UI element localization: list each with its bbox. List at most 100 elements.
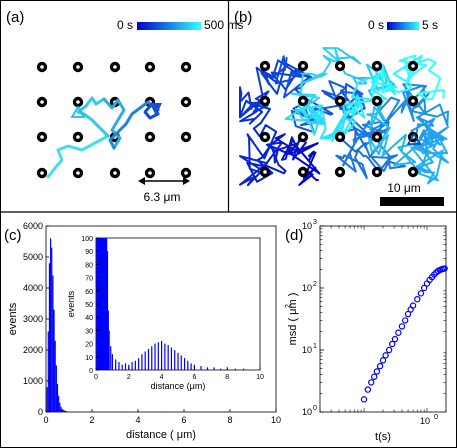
c-inset-bar-30 — [154, 343, 156, 370]
panel-b-trajectory-segment — [398, 54, 445, 101]
d-point-8 — [385, 346, 393, 354]
c-main-ytick-label-5: 5000 — [23, 252, 43, 262]
c-inset-bar-20 — [121, 364, 123, 370]
panel-c: (c) 0 2 4 6 8 100100020003000400050006000dist… — [4, 221, 281, 441]
panel-b-obstacle-dot-0-1 — [297, 60, 309, 72]
c-inset-bar-9 — [103, 238, 105, 370]
d-point-11 — [395, 329, 402, 336]
c-inset-xtick-label-3: 6 — [192, 374, 196, 381]
panel-b-letter: (b) — [234, 9, 252, 26]
c-main-bar-10 — [58, 395, 60, 412]
panel-b-scalebar-rect — [380, 197, 444, 206]
c-inset-xtick-label-2: 4 — [160, 374, 164, 381]
d-point-3 — [371, 373, 378, 380]
c-main-xlabel: distance ( μm) — [126, 429, 196, 441]
c-main-ytick-label-6: 6000 — [23, 221, 43, 231]
c-inset-bar-14 — [107, 310, 109, 370]
c-inset-bar-4 — [99, 238, 101, 370]
panel-a-colorbar-max-label: 500 ms — [204, 18, 243, 32]
c-inset-bar-35 — [170, 347, 173, 370]
panel-b-obstacle-dot-1-2 — [334, 95, 346, 107]
panel-b-scale-label: 10 μm — [387, 181, 421, 195]
panel-a-obstacle-dot-2-3 — [144, 131, 156, 143]
panel-a-obstacle-dot-3-0 — [36, 167, 48, 179]
d-point-16 — [409, 302, 417, 309]
c-inset-ytick-label-1: 10 — [85, 355, 93, 362]
c-main-xtick-label-0: 0 — [43, 415, 48, 425]
d-xlabel: t(s) — [375, 431, 391, 443]
c-inset-bar-41 — [190, 363, 192, 370]
c-inset-ytick-label-2: 20 — [85, 342, 93, 349]
c-main-xtick-label-3: 6 — [181, 415, 186, 425]
c-inset-bar-32 — [161, 340, 163, 370]
c-main-bar-15 — [63, 410, 65, 412]
c-main-xtick-label-5: 10 — [271, 415, 281, 425]
c-inset-xtick-label-4: 8 — [225, 374, 229, 381]
c-inset-bar-21 — [124, 363, 127, 370]
panel-b-trajectory-segment — [414, 128, 449, 174]
c-main-bar-4 — [51, 247, 53, 412]
d-plot-area — [319, 225, 447, 413]
panel-a-obstacle-dot-2-0 — [36, 131, 48, 143]
c-main-bar-12 — [60, 406, 62, 412]
d-point-0 — [360, 396, 368, 403]
c-inset-xtick-label-0: 0 — [94, 374, 98, 381]
c-main-bar-7 — [54, 340, 56, 412]
c-inset-bar-19 — [118, 362, 120, 370]
c-inset-bar-12 — [106, 238, 108, 370]
c-inset-bar-15 — [108, 330, 110, 370]
c-inset-bar-16 — [110, 346, 112, 370]
c-main-bar-16 — [64, 410, 67, 412]
d-ytick-exponent-0: 0 — [313, 405, 317, 412]
panel-b-colorbar: 0 s 5 s — [368, 18, 438, 32]
panel-b-trajectory-segment — [284, 92, 325, 125]
panel-a-obstacle-dot-2-1 — [72, 131, 84, 143]
panel-a-obstacle-dot-3-2 — [109, 167, 121, 179]
panel-a-obstacle-dot-0-4 — [180, 61, 192, 73]
panel-a-obstacle-dot-2-4 — [180, 131, 192, 143]
panel-b-obstacle-dot-3-1 — [297, 166, 309, 178]
c-inset-bar-49 — [243, 368, 245, 370]
c-inset-ytick-label-8: 80 — [85, 262, 93, 269]
c-inset-ytick-label-6: 60 — [85, 289, 93, 296]
d-point-19 — [420, 284, 428, 292]
panel-a-obstacle-dot-3-4 — [180, 167, 192, 179]
c-inset-bar-8 — [102, 238, 104, 370]
panel-b-trajectory-segment — [239, 122, 278, 186]
panel-b-trajectory-segment — [414, 125, 449, 150]
d-point-5 — [376, 362, 384, 370]
c-main-bar-9 — [56, 384, 59, 412]
c-inset-ytick-label-7: 70 — [85, 276, 93, 283]
d-point-14 — [404, 310, 412, 318]
c-inset-bar-5 — [100, 238, 102, 370]
c-main-xtick-label-4: 8 — [227, 415, 232, 425]
d-xtick-label-0: 10 — [420, 416, 430, 426]
panel-b-obstacle-dot-3-3 — [371, 166, 383, 178]
panel-b-obstacle-grid — [259, 60, 419, 178]
c-inset-bar-18 — [115, 359, 117, 370]
c-inset-ytick-label-10: 100 — [81, 236, 93, 243]
panel-b-colorbar-gradient — [387, 22, 419, 30]
c-inset-xtick-label-1: 2 — [127, 374, 131, 381]
panel-b-trajectory-segment — [410, 103, 449, 156]
panel-b-obstacle-dot-2-1 — [297, 131, 309, 143]
panel-a-obstacle-dot-0-1 — [72, 61, 84, 73]
panel-a-obstacle-grid — [36, 61, 192, 179]
c-main-xtick-label-2: 4 — [135, 415, 140, 425]
c-inset-bar-26 — [141, 354, 143, 370]
c-inset-bar-6 — [101, 238, 103, 370]
c-main-ytick-label-0: 0 — [38, 407, 43, 417]
c-inset-bar-40 — [187, 360, 189, 370]
c-inset-ytick-label-0: 0 — [89, 368, 93, 375]
c-inset-bar-31 — [157, 342, 159, 370]
d-point-2 — [368, 379, 375, 386]
c-main-ytick-label-3: 3000 — [23, 314, 43, 324]
d-point-9 — [389, 340, 396, 348]
panel-a-colorbar-gradient — [137, 22, 201, 30]
c-inset-bar-33 — [164, 343, 166, 370]
c-main-bar-6 — [53, 309, 55, 412]
d-point-10 — [391, 335, 399, 343]
panel-b-trajectory-segment — [381, 133, 444, 185]
panel-a-obstacle-dot-1-1 — [72, 96, 84, 108]
